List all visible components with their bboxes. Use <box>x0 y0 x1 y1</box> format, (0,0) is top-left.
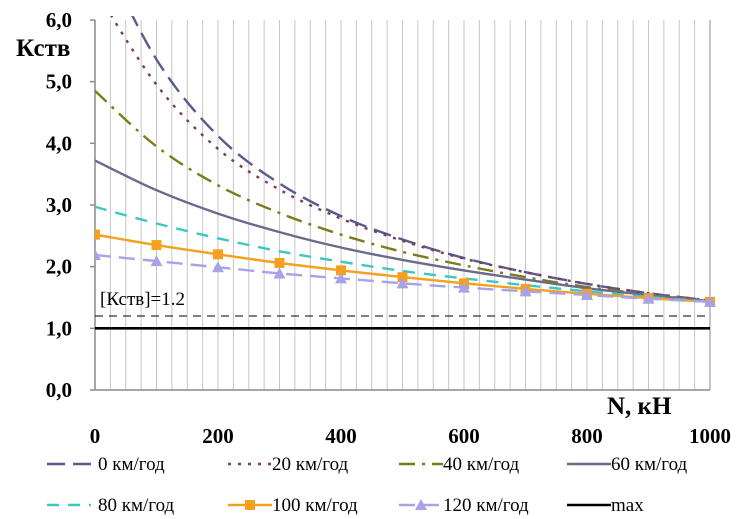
data-point-5 <box>336 265 346 276</box>
legend-label: 100 км/год <box>272 495 358 516</box>
legend-label: 20 км/год <box>272 454 349 475</box>
legend-label: 120 км/год <box>443 495 529 516</box>
legend-item: 20 км/год <box>228 454 349 475</box>
legend-marker <box>415 499 427 510</box>
data-point-6 <box>95 248 101 260</box>
series-line-6 <box>95 253 711 303</box>
legend-item: 120 км/год <box>399 495 529 516</box>
series-line-4 <box>95 205 711 303</box>
legend-item: max <box>567 495 644 516</box>
axis-labels: Кств N, кН [Кств]=1.2 <box>16 35 672 420</box>
legend-item: 60 км/год <box>567 454 688 475</box>
y-tick-label: 2,0 <box>46 255 72 279</box>
legend-label: 60 км/год <box>611 454 688 475</box>
axes <box>90 19 711 391</box>
data-point-6 <box>704 295 716 307</box>
series-line-3 <box>95 159 711 303</box>
data-point-5 <box>213 249 223 260</box>
data-point-6 <box>150 255 163 267</box>
legend-label: max <box>611 495 644 516</box>
data-point-5 <box>274 257 285 268</box>
legend-label: 80 км/год <box>98 495 175 516</box>
data-point-5 <box>95 229 100 240</box>
data-point-6 <box>458 281 470 293</box>
x-axis-label: N, кН <box>607 393 672 420</box>
x-tick-label: 800 <box>571 424 603 448</box>
series-line-1 <box>110 16 711 302</box>
data-point-5 <box>397 272 408 283</box>
legend-item: 0 км/год <box>47 454 165 475</box>
threshold-annotation: [Кств]=1.2 <box>100 289 185 310</box>
grid <box>109 20 696 390</box>
y-tick-label: 1,0 <box>46 316 72 340</box>
data-point-6 <box>212 261 224 273</box>
data-point-6 <box>519 285 532 297</box>
legend-label: 40 км/год <box>443 454 520 475</box>
data-point-6 <box>335 272 347 284</box>
x-tick-label: 1000 <box>689 424 731 448</box>
series-line-0 <box>131 16 711 302</box>
legend-marker <box>245 500 255 510</box>
data-point-6 <box>642 292 655 304</box>
legend-item: 40 км/год <box>399 454 520 475</box>
x-tick-label: 600 <box>448 424 480 448</box>
data-point-6 <box>396 277 409 289</box>
x-tick-label: 0 <box>90 424 101 448</box>
y-tick-label: 4,0 <box>46 131 72 155</box>
data-point-6 <box>273 267 286 279</box>
y-axis-label: Кств <box>16 35 70 62</box>
legend-item: 80 км/год <box>47 495 175 516</box>
x-tick-label: 400 <box>325 424 357 448</box>
y-tick-label: 0,0 <box>46 378 72 402</box>
legend-label: 0 км/год <box>98 454 165 475</box>
y-tick-label: 3,0 <box>46 193 72 217</box>
series-lines <box>95 16 716 330</box>
legend: 0 км/год 20 км/год 40 км/год 60 км/год 80 км… <box>47 454 688 516</box>
y-tick-label: 5,0 <box>46 70 72 94</box>
legend-item: 100 км/год <box>228 495 358 516</box>
y-tick-label: 6,0 <box>46 8 72 32</box>
x-tick-label: 200 <box>202 424 234 448</box>
data-point-6 <box>581 289 593 301</box>
tick-labels: 0,0 1,0 2,0 3,0 4,0 5,0 6,0 0 200 400 600 800 1000 <box>46 8 731 448</box>
data-point-5 <box>151 240 162 251</box>
